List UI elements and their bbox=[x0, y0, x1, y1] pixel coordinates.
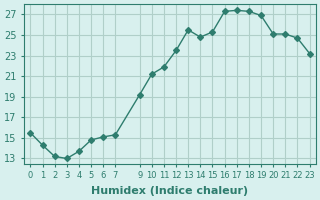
X-axis label: Humidex (Indice chaleur): Humidex (Indice chaleur) bbox=[92, 186, 249, 196]
